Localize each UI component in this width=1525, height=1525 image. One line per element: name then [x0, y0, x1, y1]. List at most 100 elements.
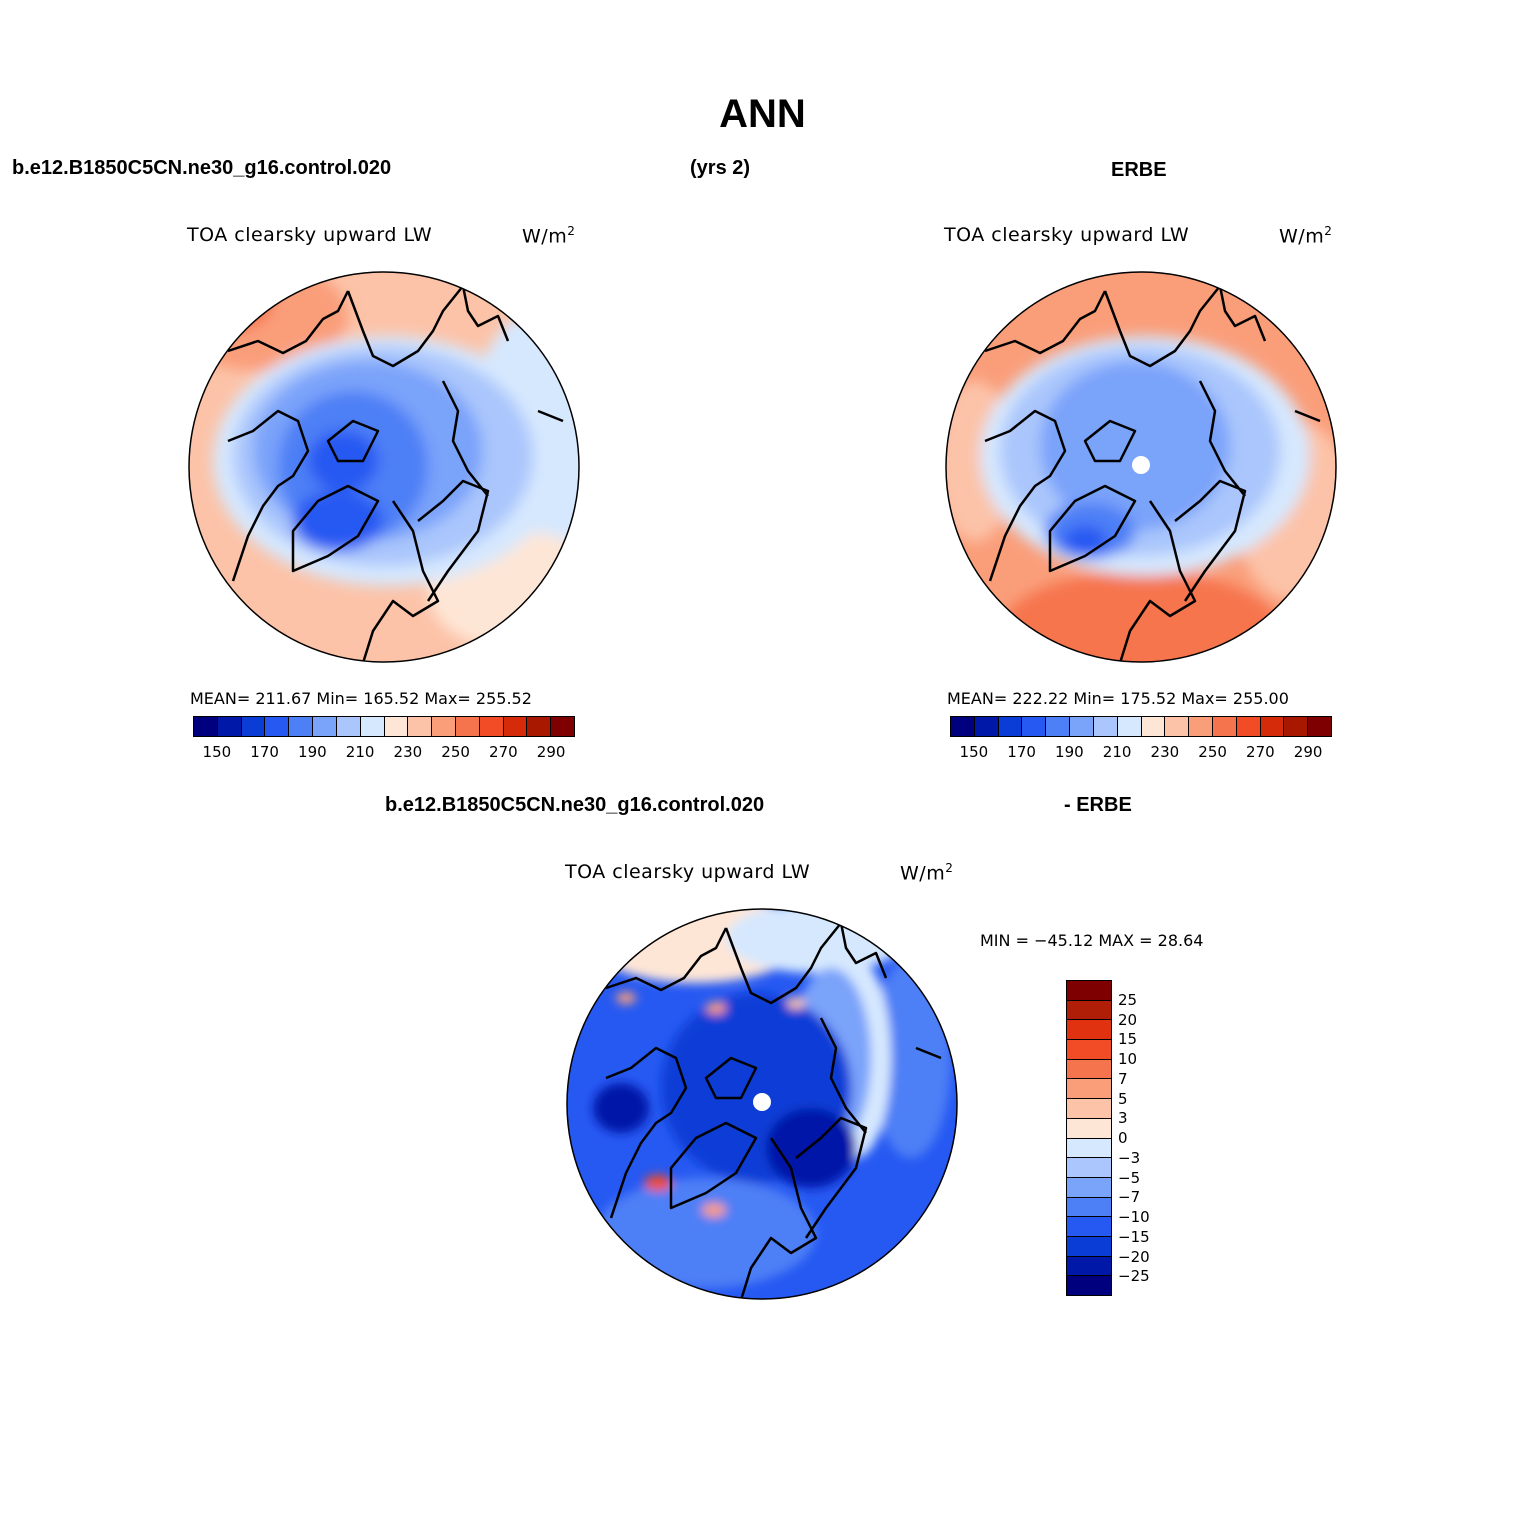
- colorbar-swatch: [360, 717, 385, 736]
- colorbar-swatch: [1022, 717, 1047, 736]
- model-stats: MEAN= 211.67 Min= 165.52 Max= 255.52: [190, 689, 532, 708]
- years-label: (yrs 2): [690, 157, 751, 179]
- colorbar-swatch: [951, 717, 975, 736]
- colorbar-swatch: [1308, 717, 1331, 736]
- case-name-label: b.e12.B1850C5CN.ne30_g16.control.020: [12, 157, 392, 179]
- colorbar-swatch: [1067, 1158, 1111, 1178]
- colorbar-tick-label: 7: [1118, 1069, 1128, 1088]
- colorbar-swatch: [1067, 1020, 1111, 1041]
- colorbar-swatch: [1046, 717, 1071, 736]
- colorbar-swatch: [1067, 1177, 1111, 1198]
- colorbar-tick-label: 10: [1118, 1050, 1138, 1068]
- colorbar-swatch: [1117, 717, 1142, 736]
- colorbar-swatch: [1141, 717, 1166, 736]
- colorbar-tick-label: 190: [298, 743, 327, 761]
- colorbar-tick-label: 270: [489, 743, 518, 761]
- colorbar-swatch: [1093, 717, 1118, 736]
- colorbar-swatch: [1067, 1276, 1111, 1295]
- colorbar-tick-label: 170: [250, 743, 279, 761]
- colorbar-tick-label: 210: [1102, 743, 1132, 761]
- colorbar-tick-label: 3: [1118, 1109, 1128, 1128]
- colorbar-tick-label: 25: [1118, 990, 1138, 1009]
- obs-stats: MEAN= 222.22 Min= 175.52 Max= 255.00: [947, 689, 1289, 708]
- diff-case-name-label: b.e12.B1850C5CN.ne30_g16.control.020: [385, 794, 765, 816]
- colorbar-swatch: [1260, 717, 1285, 736]
- colorbar-swatch: [1067, 1059, 1111, 1080]
- colorbar-tick-label: 15: [1118, 1030, 1138, 1049]
- obs-name-label: ERBE: [1111, 159, 1167, 181]
- diff-units: W/m2: [900, 861, 954, 885]
- colorbar-swatch: [313, 717, 337, 736]
- obs-variable-title: TOA clearsky upward LW: [944, 224, 1190, 246]
- colorbar-tick-label: −10: [1118, 1208, 1150, 1226]
- colorbar-tick-label: 230: [393, 743, 423, 761]
- colorbar-tick-label: 250: [1198, 743, 1227, 761]
- colorbar-tick-label: 290: [1293, 743, 1323, 761]
- colorbar-swatch: [1067, 1217, 1111, 1237]
- model-colorbar: [193, 716, 575, 737]
- colorbar-tick-label: 270: [1246, 743, 1275, 761]
- colorbar-tick-label: 230: [1150, 743, 1180, 761]
- colorbar-swatch: [1067, 1000, 1111, 1021]
- colorbar-swatch: [432, 717, 456, 736]
- obs-colorbar-labels: 150 170 190 210 230 250 270 290: [950, 743, 1332, 763]
- colorbar-swatch: [479, 717, 504, 736]
- colorbar-tick-label: 250: [441, 743, 470, 761]
- obs-polar-map: [945, 271, 1337, 663]
- colorbar-swatch: [194, 717, 218, 736]
- colorbar-tick-label: 5: [1118, 1089, 1128, 1108]
- model-units: W/m2: [522, 224, 576, 248]
- diff-polar-map: [566, 908, 958, 1300]
- colorbar-swatch: [1067, 1197, 1111, 1218]
- colorbar-swatch: [1067, 1099, 1111, 1119]
- colorbar-tick-label: −15: [1118, 1227, 1150, 1246]
- colorbar-swatch: [527, 717, 552, 736]
- colorbar-tick-label: −3: [1118, 1148, 1141, 1167]
- colorbar-swatch: [455, 717, 480, 736]
- diff-obs-name-label: - ERBE: [1064, 794, 1132, 816]
- diff-colorbar-labels: 25 20 15 10 7 5 3 0 −3 −5 −7 −10 −15 −20 −25: [1118, 980, 1178, 1296]
- colorbar-swatch: [289, 717, 314, 736]
- colorbar-swatch: [1212, 717, 1237, 736]
- colorbar-swatch: [265, 717, 290, 736]
- colorbar-swatch: [1067, 981, 1111, 1001]
- colorbar-tick-label: −7: [1118, 1188, 1141, 1207]
- colorbar-tick-label: 20: [1118, 1010, 1138, 1029]
- colorbar-tick-label: 0: [1118, 1129, 1128, 1147]
- colorbar-tick-label: 150: [202, 743, 232, 761]
- colorbar-tick-label: 190: [1055, 743, 1084, 761]
- season-title: ANN: [719, 92, 806, 136]
- colorbar-swatch: [408, 717, 433, 736]
- colorbar-swatch: [1189, 717, 1213, 736]
- colorbar-swatch: [1067, 1138, 1111, 1159]
- colorbar-tick-label: −20: [1118, 1247, 1150, 1266]
- colorbar-swatch: [1067, 1079, 1111, 1100]
- colorbar-swatch: [336, 717, 361, 736]
- model-colorbar-labels: 150 170 190 210 230 250 270 290: [193, 743, 575, 763]
- diff-colorbar: [1066, 980, 1112, 1296]
- colorbar-swatch: [1070, 717, 1094, 736]
- diff-stats: MIN = −45.12 MAX = 28.64: [980, 931, 1204, 950]
- colorbar-tick-label: 150: [959, 743, 989, 761]
- colorbar-swatch: [551, 717, 574, 736]
- colorbar-swatch: [1067, 1256, 1111, 1277]
- colorbar-swatch: [974, 717, 999, 736]
- colorbar-swatch: [1067, 1040, 1111, 1060]
- obs-units: W/m2: [1279, 224, 1333, 248]
- colorbar-swatch: [384, 717, 409, 736]
- colorbar-tick-label: −5: [1118, 1168, 1141, 1187]
- colorbar-swatch: [1067, 1236, 1111, 1257]
- colorbar-swatch: [1067, 1118, 1111, 1139]
- colorbar-swatch: [1165, 717, 1190, 736]
- obs-colorbar: [950, 716, 1332, 737]
- colorbar-tick-label: 170: [1007, 743, 1036, 761]
- colorbar-swatch: [998, 717, 1023, 736]
- colorbar-tick-label: 290: [536, 743, 566, 761]
- colorbar-tick-label: −25: [1118, 1267, 1150, 1286]
- colorbar-swatch: [503, 717, 528, 736]
- model-polar-map: [188, 271, 580, 663]
- colorbar-tick-label: 210: [345, 743, 375, 761]
- colorbar-swatch: [217, 717, 242, 736]
- colorbar-swatch: [241, 717, 266, 736]
- colorbar-swatch: [1236, 717, 1261, 736]
